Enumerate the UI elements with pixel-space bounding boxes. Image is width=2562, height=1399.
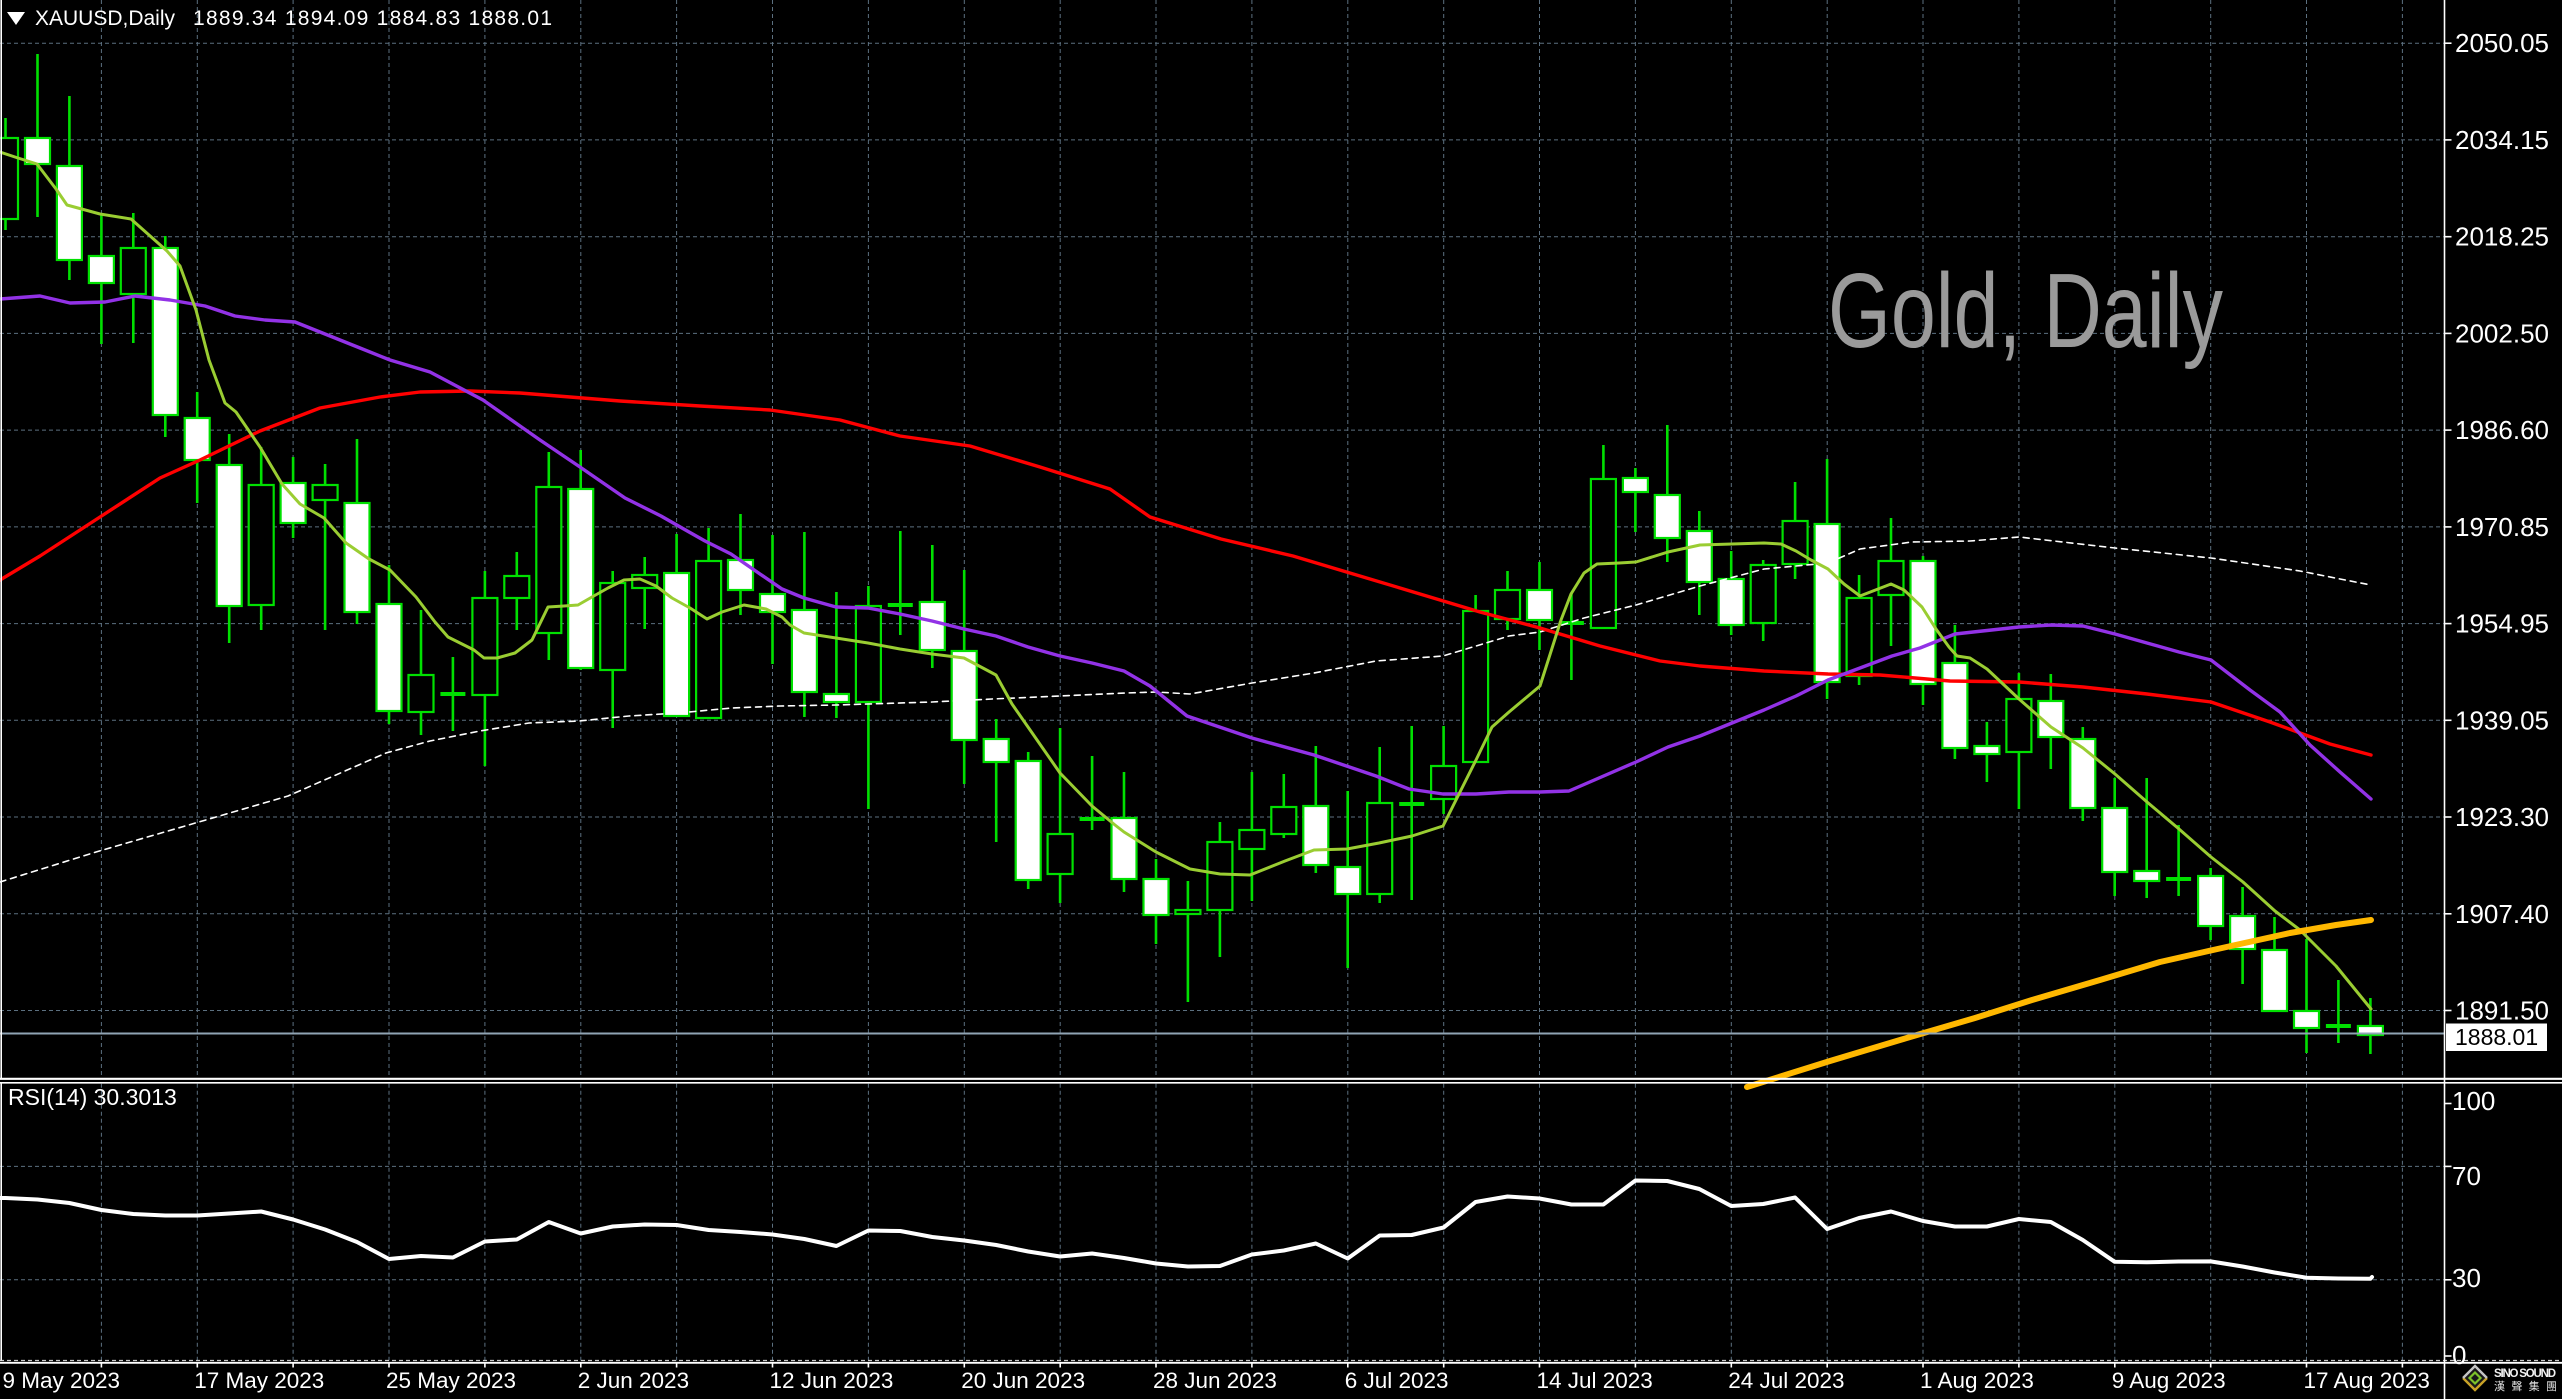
svg-text:1889.34 1894.09 1884.83 1888.0: 1889.34 1894.09 1884.83 1888.01 <box>193 7 552 30</box>
svg-text:14 Jul 2023: 14 Jul 2023 <box>1536 1368 1652 1393</box>
svg-text:9 Aug 2023: 9 Aug 2023 <box>2112 1368 2226 1393</box>
svg-text:2034.15: 2034.15 <box>2455 125 2549 155</box>
svg-text:6 Jul 2023: 6 Jul 2023 <box>1345 1368 1449 1393</box>
svg-text:25 May 2023: 25 May 2023 <box>386 1368 516 1393</box>
svg-text:12 Jun 2023: 12 Jun 2023 <box>769 1368 893 1393</box>
svg-text:2002.50: 2002.50 <box>2455 318 2549 348</box>
svg-text:9 May 2023: 9 May 2023 <box>3 1368 121 1393</box>
svg-text:1939.05: 1939.05 <box>2455 705 2549 735</box>
svg-text:1923.30: 1923.30 <box>2455 802 2549 832</box>
svg-text:1 Aug 2023: 1 Aug 2023 <box>1920 1368 2034 1393</box>
svg-text:XAUUSD,Daily: XAUUSD,Daily <box>35 7 176 30</box>
svg-text:2050.05: 2050.05 <box>2455 28 2549 58</box>
svg-text:2018.25: 2018.25 <box>2455 222 2549 252</box>
svg-text:1891.50: 1891.50 <box>2455 996 2549 1026</box>
svg-text:0: 0 <box>2452 1340 2466 1370</box>
svg-text:1970.85: 1970.85 <box>2455 512 2549 542</box>
svg-text:20 Jun 2023: 20 Jun 2023 <box>961 1368 1085 1393</box>
svg-text:1907.40: 1907.40 <box>2455 899 2549 929</box>
svg-text:SINO SOUND: SINO SOUND <box>2494 1368 2556 1380</box>
svg-text:Gold, Daily: Gold, Daily <box>1828 251 2223 369</box>
svg-text:1888.01: 1888.01 <box>2455 1024 2538 1050</box>
svg-text:70: 70 <box>2452 1161 2481 1191</box>
svg-text:30: 30 <box>2452 1263 2481 1293</box>
svg-text:2 Jun 2023: 2 Jun 2023 <box>578 1368 689 1393</box>
svg-text:100: 100 <box>2452 1086 2495 1116</box>
svg-text:RSI(14) 30.3013: RSI(14) 30.3013 <box>8 1084 177 1110</box>
svg-text:1954.95: 1954.95 <box>2455 609 2549 639</box>
svg-text:17 May 2023: 17 May 2023 <box>194 1368 324 1393</box>
svg-text:28 Jun 2023: 28 Jun 2023 <box>1153 1368 1277 1393</box>
svg-text:24 Jul 2023: 24 Jul 2023 <box>1728 1368 1844 1393</box>
svg-text:17 Aug 2023: 17 Aug 2023 <box>2303 1368 2429 1393</box>
svg-text:1986.60: 1986.60 <box>2455 415 2549 445</box>
